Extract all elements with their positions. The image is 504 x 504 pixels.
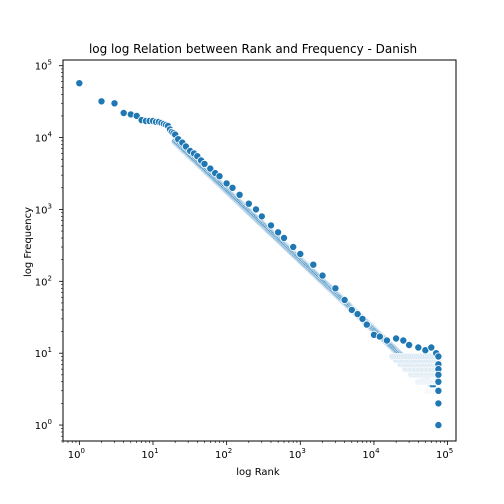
scatter-point bbox=[235, 190, 244, 199]
scatter-point bbox=[200, 159, 209, 168]
scatter-point bbox=[228, 183, 237, 192]
scatter-point bbox=[318, 271, 327, 280]
scatter-point bbox=[392, 334, 401, 343]
y-tick-label: 103 bbox=[35, 202, 52, 216]
scatter-point bbox=[434, 370, 443, 379]
scatter-point bbox=[362, 320, 371, 329]
scatter-point bbox=[296, 249, 305, 258]
chart-title: log log Relation between Rank and Freque… bbox=[89, 42, 417, 56]
scatter-point bbox=[331, 284, 340, 293]
y-tick-label: 101 bbox=[35, 346, 52, 360]
scatter-point bbox=[414, 343, 423, 352]
scatter-point bbox=[427, 343, 436, 352]
scatter-point bbox=[434, 399, 443, 408]
scatter-point bbox=[434, 352, 443, 361]
y-tick-label: 105 bbox=[35, 59, 52, 73]
scatter-point bbox=[382, 336, 391, 345]
scatter-point bbox=[222, 179, 231, 188]
x-tick-label: 102 bbox=[215, 447, 232, 461]
scatter-point bbox=[434, 377, 443, 386]
scatter-points bbox=[75, 79, 443, 430]
scatter-point bbox=[266, 221, 275, 230]
scatter-point bbox=[75, 79, 84, 88]
scatter-point bbox=[215, 172, 224, 181]
x-tick-label: 105 bbox=[436, 447, 453, 461]
scatter-point bbox=[347, 305, 356, 314]
scatter-point bbox=[309, 260, 318, 269]
y-tick-label: 104 bbox=[35, 131, 53, 145]
scatter-point bbox=[119, 109, 128, 118]
scatter-point bbox=[279, 233, 288, 242]
y-tick-label: 102 bbox=[35, 274, 52, 288]
scatter-point bbox=[251, 205, 260, 214]
scatter-point bbox=[97, 97, 106, 106]
scatter-ridge bbox=[171, 137, 442, 429]
x-axis-label: log Rank bbox=[236, 467, 280, 478]
scatter-point bbox=[257, 212, 266, 221]
x-tick-label: 103 bbox=[289, 447, 306, 461]
scatter-point bbox=[375, 332, 384, 341]
y-tick-label: 100 bbox=[35, 418, 52, 432]
plot-area: 100 101 102 103 104 105 100 101 102 103 104 105 bbox=[35, 59, 457, 461]
scatter-point bbox=[405, 340, 414, 349]
scatter-point bbox=[274, 228, 283, 237]
x-tick-label: 100 bbox=[68, 447, 85, 461]
scatter-point bbox=[353, 310, 362, 319]
scatter-point bbox=[206, 164, 215, 173]
scatter-point bbox=[244, 199, 253, 208]
scatter-point bbox=[358, 314, 367, 323]
scatter-point bbox=[434, 421, 443, 430]
y-axis-label: log Frequency bbox=[23, 207, 34, 277]
x-tick-label: 101 bbox=[141, 447, 158, 461]
scatter-point bbox=[340, 295, 349, 304]
scatter-point bbox=[399, 336, 408, 345]
scatter-point bbox=[434, 386, 443, 395]
plot-frame bbox=[62, 59, 457, 442]
x-tick-label: 104 bbox=[362, 447, 380, 461]
scatter-point bbox=[110, 99, 119, 108]
scatter-point bbox=[289, 242, 298, 251]
